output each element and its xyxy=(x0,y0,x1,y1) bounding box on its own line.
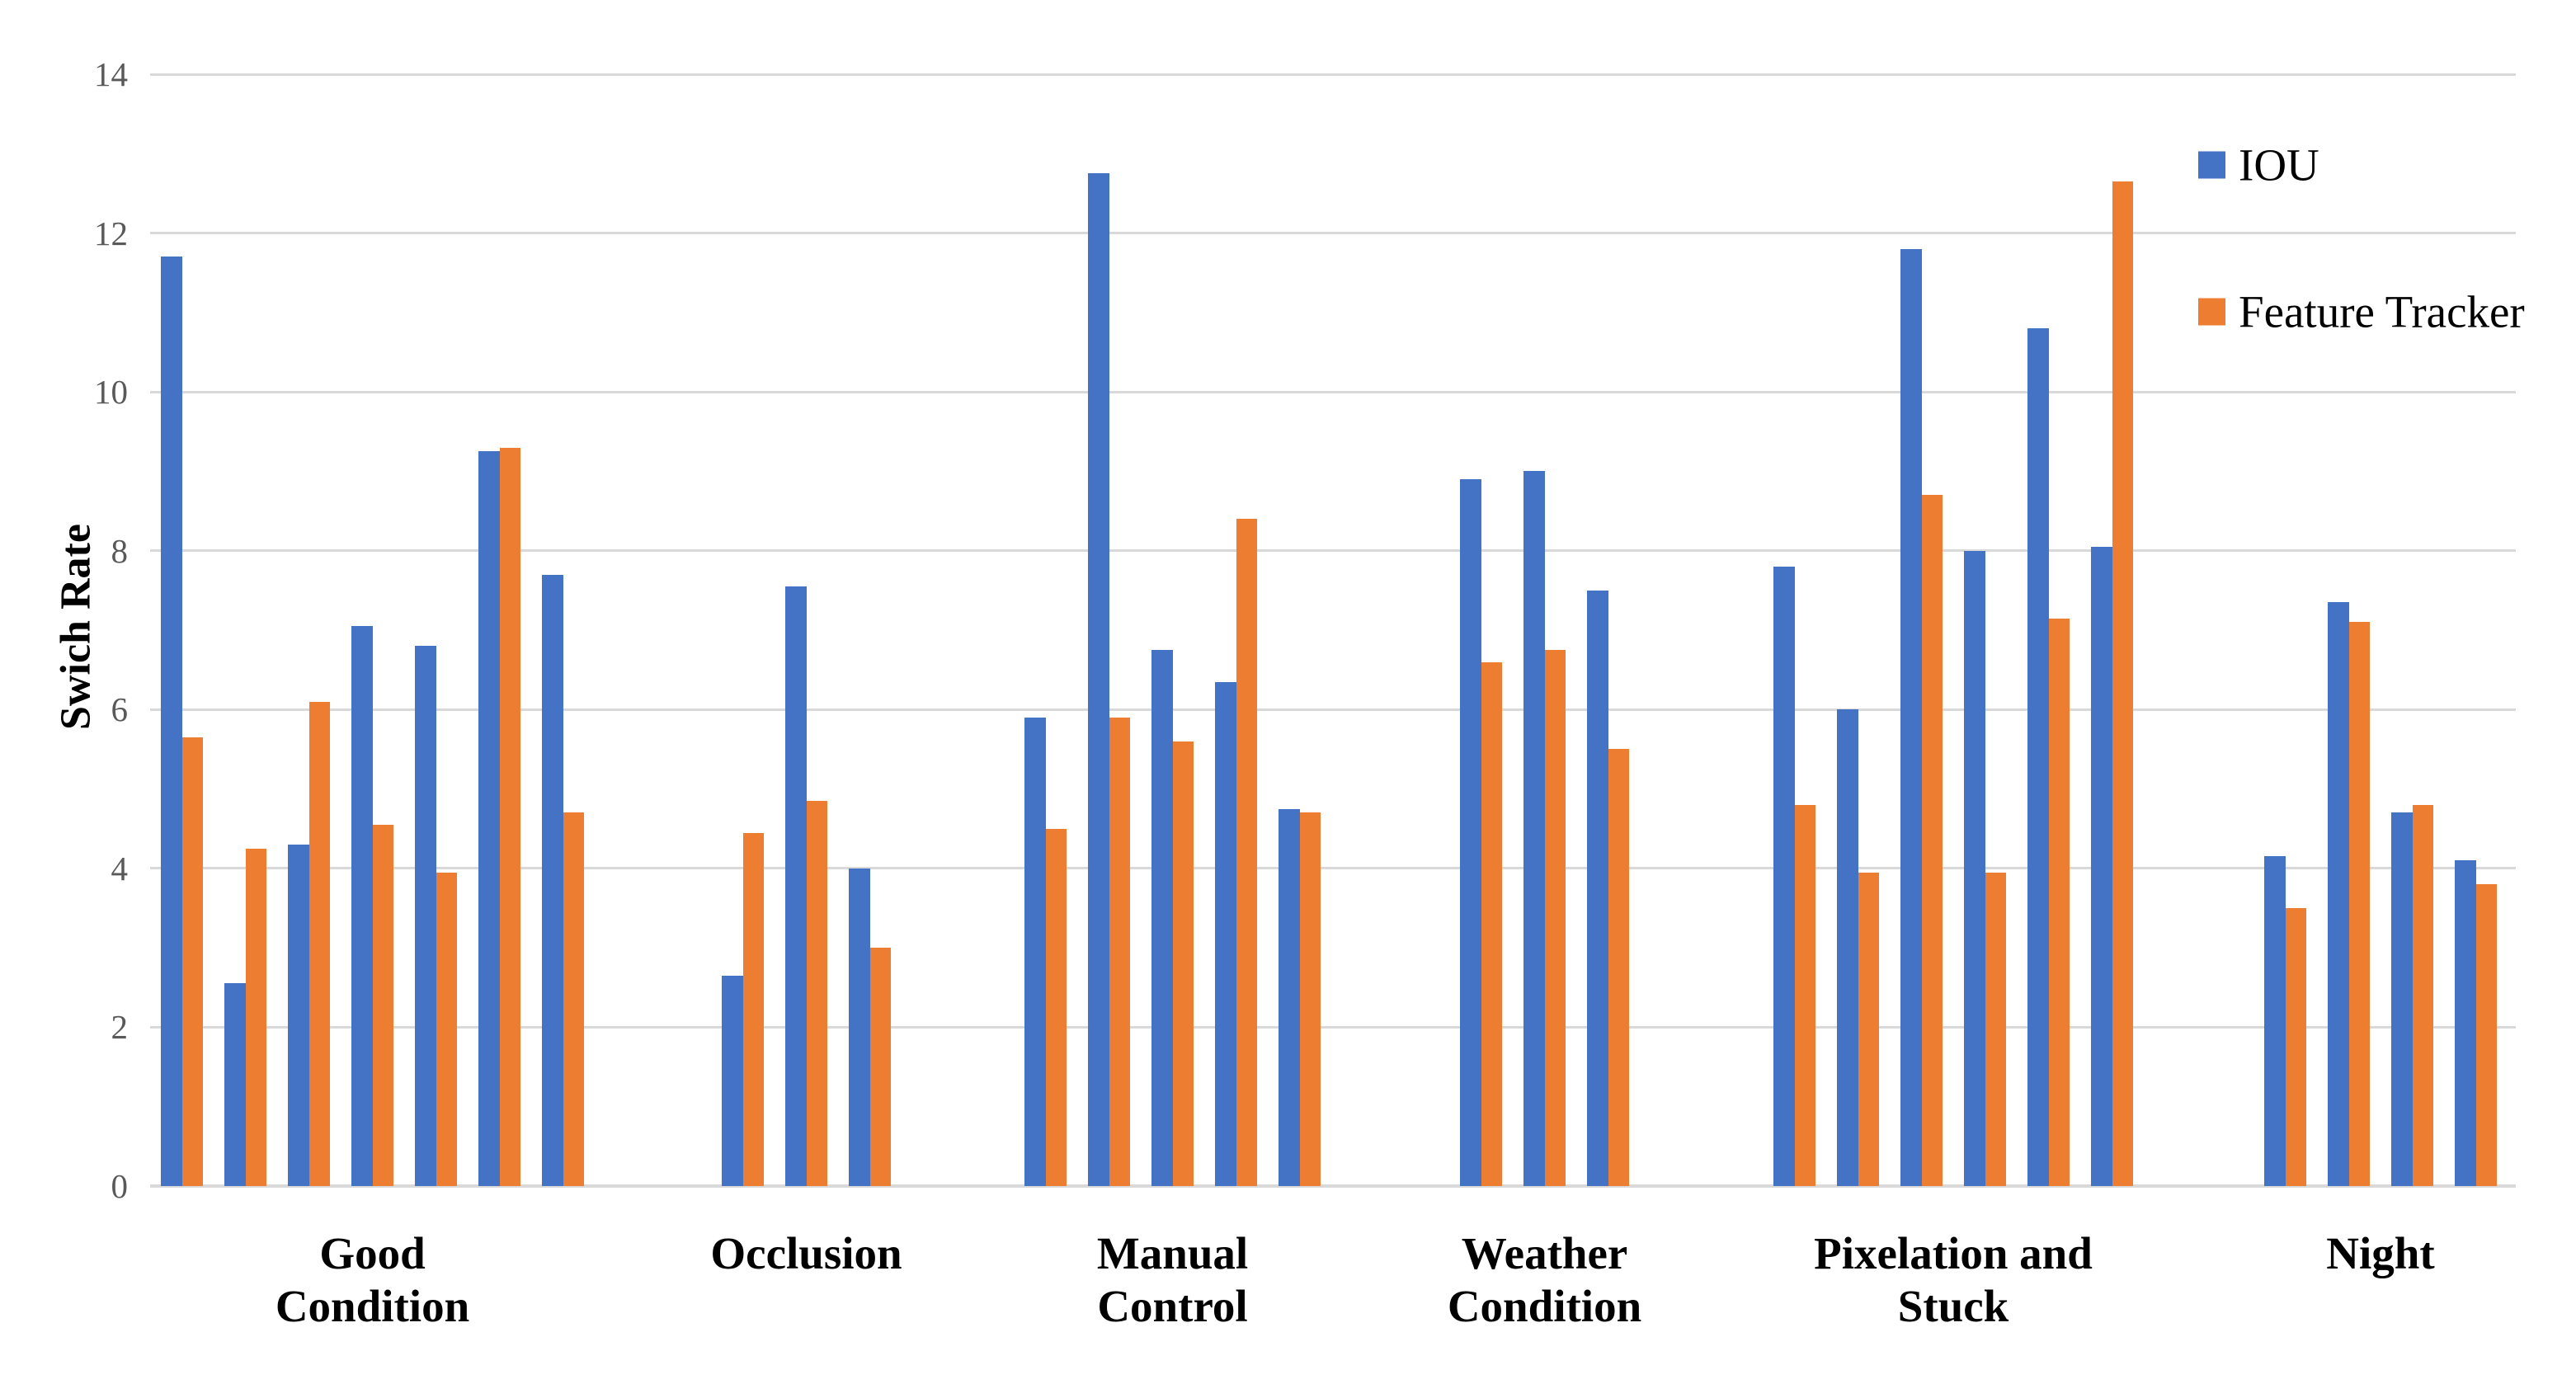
bar-feature-tracker xyxy=(1921,495,1943,1186)
y-tick-label: 2 xyxy=(111,1008,129,1047)
bar-iou xyxy=(785,586,807,1186)
bar-iou xyxy=(1460,479,1481,1186)
bar-feature-tracker xyxy=(563,812,584,1186)
category-label-line: Good xyxy=(319,1228,426,1278)
gridline xyxy=(150,708,2516,711)
bar-feature-tracker xyxy=(1985,872,2006,1186)
bar-feature-tracker xyxy=(308,701,330,1186)
category-label-line: Night xyxy=(2326,1228,2435,1278)
bar-iou xyxy=(478,451,500,1186)
bar-feature-tracker xyxy=(1544,650,1566,1186)
y-tick-label: 4 xyxy=(111,849,129,887)
bar-feature-tracker xyxy=(1045,828,1067,1186)
bar-iou xyxy=(2091,546,2112,1186)
bar-iou xyxy=(542,574,563,1186)
bar-feature-tracker xyxy=(2348,622,2370,1186)
gridline xyxy=(150,867,2516,870)
bar-iou xyxy=(1837,709,1858,1186)
bar-iou xyxy=(351,626,373,1186)
bar-iou xyxy=(1773,566,1795,1186)
legend-swatch-iou xyxy=(2198,151,2225,179)
category-label: Pixelation and Stuck xyxy=(1722,1227,2184,1333)
legend-label-feature-tracker: Feature Tracker xyxy=(2239,286,2525,337)
category-label-line: Condition xyxy=(1447,1280,1642,1331)
bar-feature-tracker xyxy=(2112,181,2133,1186)
bar-feature-tracker xyxy=(806,801,827,1186)
category-label-line: Control xyxy=(1097,1280,1248,1331)
bar-iou xyxy=(722,975,743,1186)
bar-feature-tracker xyxy=(742,832,764,1186)
bar-iou xyxy=(1215,681,1236,1186)
bar-feature-tracker xyxy=(1794,804,1815,1186)
bar-feature-tracker xyxy=(869,948,891,1186)
category-label-line: Occlusion xyxy=(710,1228,902,1278)
category-label-line: Stuck xyxy=(1897,1280,2009,1331)
bar-feature-tracker xyxy=(1236,519,1257,1186)
bar-iou xyxy=(1151,650,1173,1186)
bar-iou xyxy=(1088,173,1109,1186)
bar-iou xyxy=(161,257,182,1186)
bar-feature-tracker xyxy=(2285,908,2306,1186)
bar-iou xyxy=(1523,471,1545,1186)
x-axis-line xyxy=(150,1184,2516,1188)
bar-iou xyxy=(415,646,436,1186)
bar-feature-tracker xyxy=(245,848,266,1186)
category-label: Night xyxy=(2150,1227,2576,1280)
bar-feature-tracker xyxy=(1608,749,1629,1186)
bar-iou xyxy=(1964,550,1985,1186)
y-tick-label: 10 xyxy=(94,373,128,412)
category-label-line: Manual xyxy=(1096,1228,1249,1278)
bar-iou xyxy=(2455,860,2476,1186)
category-label: Weather Condition xyxy=(1314,1227,1776,1333)
bar-iou xyxy=(2328,602,2349,1186)
bar-feature-tracker xyxy=(1109,717,1130,1186)
legend-item-feature-tracker: Feature Tracker xyxy=(2198,286,2525,338)
y-tick-label: 0 xyxy=(111,1167,129,1205)
bar-feature-tracker xyxy=(181,737,203,1186)
bar-iou xyxy=(2027,328,2049,1186)
bar-feature-tracker xyxy=(1481,661,1502,1186)
category-label: Occlusion xyxy=(576,1227,1038,1280)
category-label-line: Weather xyxy=(1461,1228,1628,1278)
legend-item-iou: IOU xyxy=(2198,139,2319,191)
gridline xyxy=(150,232,2516,235)
bar-feature-tracker xyxy=(436,872,457,1186)
bar-feature-tracker xyxy=(499,447,520,1186)
bar-iou xyxy=(2264,856,2286,1186)
bar-feature-tracker xyxy=(1858,872,1879,1186)
category-label-line: Condition xyxy=(275,1280,470,1331)
y-tick-label: 14 xyxy=(94,55,128,93)
y-tick-label: 12 xyxy=(94,214,128,252)
bar-iou xyxy=(1900,248,1922,1186)
gridline xyxy=(150,73,2516,76)
legend-swatch-feature-tracker xyxy=(2198,298,2225,326)
bar-iou xyxy=(849,868,870,1186)
gridline xyxy=(150,1025,2516,1029)
bar-feature-tracker xyxy=(2475,884,2497,1186)
gridline xyxy=(150,390,2516,393)
bar-iou xyxy=(288,844,309,1186)
bar-feature-tracker xyxy=(2048,618,2070,1186)
gridline xyxy=(150,549,2516,553)
bar-iou xyxy=(1587,590,1608,1186)
bar-feature-tracker xyxy=(372,824,393,1186)
category-label: Good Condition xyxy=(142,1227,604,1333)
bar-iou xyxy=(1024,717,1046,1186)
bar-feature-tracker xyxy=(2412,804,2433,1186)
category-label-line: Pixelation and xyxy=(1814,1228,2093,1278)
bar-iou xyxy=(2391,812,2413,1186)
bar-iou xyxy=(1279,808,1300,1186)
bar-feature-tracker xyxy=(1299,812,1321,1186)
y-tick-label: 6 xyxy=(111,690,129,729)
category-label: Manual Control xyxy=(942,1227,1404,1333)
bar-feature-tracker xyxy=(1172,741,1194,1186)
y-tick-label: 8 xyxy=(111,531,129,570)
legend-label-iou: IOU xyxy=(2239,139,2319,191)
bar-iou xyxy=(224,983,246,1186)
